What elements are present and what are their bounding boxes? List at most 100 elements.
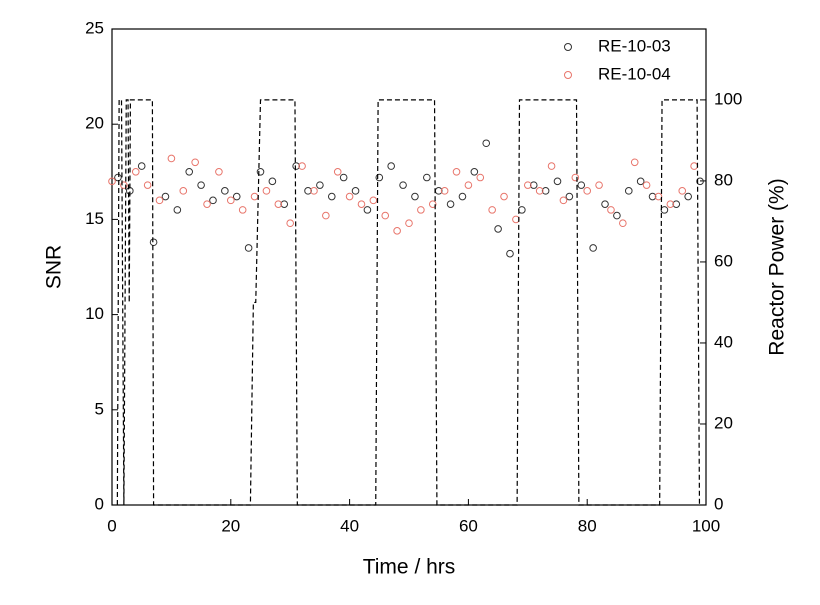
data-point (310, 187, 318, 195)
data-point (262, 187, 271, 195)
data-point (387, 162, 395, 170)
x-tick-label: 100 (692, 516, 720, 535)
data-point (221, 187, 229, 195)
data-point (559, 196, 568, 205)
data-point (232, 192, 241, 201)
data-point (577, 181, 586, 189)
data-point (571, 173, 580, 182)
data-point (464, 181, 473, 189)
data-point (678, 187, 687, 195)
y-tick-label: 15 (85, 209, 104, 228)
data-point (529, 181, 538, 189)
data-point (684, 192, 692, 201)
data-point (405, 219, 413, 228)
data-point (636, 177, 645, 186)
data-point (333, 168, 342, 176)
data-point (173, 206, 182, 214)
y2-tick-label: 20 (714, 413, 733, 432)
data-point (375, 173, 384, 182)
data-point (161, 192, 170, 201)
data-point (268, 177, 277, 186)
data-point (452, 168, 461, 176)
data-point (327, 192, 336, 201)
data-point (179, 187, 188, 195)
data-point (399, 181, 407, 189)
y2-axis-label: Reactor Power (%) (766, 178, 789, 355)
data-point (131, 168, 140, 176)
data-point (280, 200, 289, 208)
data-point (357, 200, 366, 208)
data-point (601, 200, 609, 208)
data-point (215, 168, 223, 176)
legend-label: RE-10-04 (598, 64, 671, 83)
data-point (292, 162, 300, 170)
data-point (197, 181, 205, 189)
x-axis-label: Time / hrs (363, 556, 456, 579)
data-point (114, 173, 122, 182)
data-point (589, 244, 597, 252)
data-point (227, 196, 235, 205)
data-point (607, 206, 615, 214)
data-point (351, 187, 360, 195)
data-point (120, 181, 128, 189)
data-point (488, 206, 496, 214)
data-point (143, 181, 152, 189)
data-point (458, 192, 467, 201)
data-point (535, 187, 544, 195)
data-point (137, 162, 146, 170)
data-point (482, 139, 491, 148)
data-point (630, 158, 639, 167)
legend-label: RE-10-03 (598, 36, 671, 55)
data-point (185, 168, 194, 176)
data-point (304, 187, 312, 195)
data-point (595, 181, 603, 189)
data-point (244, 244, 253, 252)
data-point (500, 192, 508, 201)
x-tick-label: 60 (459, 516, 478, 535)
data-point (345, 192, 354, 201)
data-point (440, 187, 449, 195)
data-point (648, 192, 657, 201)
data-point (660, 206, 669, 214)
data-point (518, 206, 526, 214)
x-tick-label: 40 (340, 516, 359, 535)
data-point (565, 192, 574, 201)
x-tick-label: 0 (107, 516, 116, 535)
data-point (654, 192, 663, 201)
data-point (553, 177, 562, 186)
data-point (506, 249, 514, 258)
data-point (583, 187, 592, 195)
y2-tick-label: 0 (714, 494, 723, 513)
y-tick-label: 0 (95, 494, 104, 513)
data-point (411, 192, 419, 201)
data-point (613, 211, 621, 220)
legend-marker (564, 43, 572, 51)
data-point (286, 219, 295, 228)
data-point (316, 181, 324, 189)
data-point (149, 238, 158, 247)
data-point (423, 173, 431, 182)
y-tick-label: 25 (85, 18, 104, 37)
data-point (339, 173, 348, 182)
data-point (108, 177, 116, 186)
y-axis-label: SNR (43, 245, 66, 289)
data-point (250, 192, 259, 201)
data-point (446, 200, 455, 208)
data-point (209, 196, 217, 205)
y2-tick-label: 40 (714, 332, 733, 351)
data-point (256, 168, 265, 176)
x-tick-label: 80 (578, 516, 597, 535)
data-point (191, 158, 199, 167)
data-point (624, 187, 633, 195)
data-point (541, 187, 550, 195)
data-point (203, 200, 211, 208)
data-point (666, 200, 675, 208)
data-point (672, 200, 681, 208)
data-point (428, 200, 437, 208)
power-line (116, 99, 701, 506)
x-tick-label: 20 (221, 516, 240, 535)
data-point (690, 162, 698, 170)
data-point (476, 173, 485, 182)
data-point (642, 181, 651, 189)
